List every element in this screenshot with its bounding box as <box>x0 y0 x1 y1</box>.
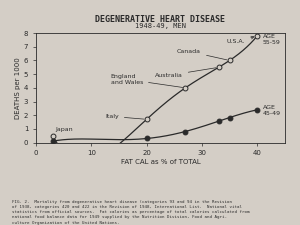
Text: AGE
45-49: AGE 45-49 <box>263 105 281 116</box>
X-axis label: FAT CAL as % of TOTAL: FAT CAL as % of TOTAL <box>121 159 200 165</box>
Text: England
and Wales: England and Wales <box>111 74 183 88</box>
Text: Canada: Canada <box>177 49 227 60</box>
Title: DEGENERATIVE HEART DISEASE: DEGENERATIVE HEART DISEASE <box>95 15 226 24</box>
Text: Australia: Australia <box>155 68 216 78</box>
Text: Italy: Italy <box>105 114 144 119</box>
Text: 1948-49, MEN: 1948-49, MEN <box>135 23 186 29</box>
Y-axis label: DEATHS per 1000: DEATHS per 1000 <box>15 57 21 119</box>
Text: U.S.A.: U.S.A. <box>227 36 254 44</box>
Text: FIG. 2.  Mortality from degenerative heart disease (categories 93 and 94 in the : FIG. 2. Mortality from degenerative hear… <box>12 200 250 225</box>
Text: Japan: Japan <box>55 126 73 132</box>
Text: AGE
55-59: AGE 55-59 <box>263 34 281 45</box>
